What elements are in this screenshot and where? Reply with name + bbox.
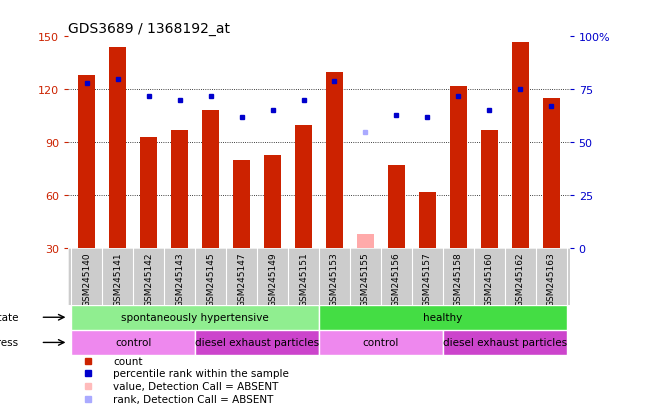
Bar bbox=[443, 330, 566, 355]
Text: GSM245149: GSM245149 bbox=[268, 252, 277, 306]
Text: GSM245142: GSM245142 bbox=[145, 252, 153, 306]
Bar bbox=[233, 161, 250, 249]
Bar bbox=[326, 72, 343, 249]
Text: count: count bbox=[113, 356, 143, 366]
Text: GSM245145: GSM245145 bbox=[206, 252, 215, 306]
Text: value, Detection Call = ABSENT: value, Detection Call = ABSENT bbox=[113, 381, 279, 391]
Bar bbox=[171, 131, 188, 249]
Text: GSM245156: GSM245156 bbox=[392, 252, 401, 306]
Text: GSM245140: GSM245140 bbox=[83, 252, 91, 306]
Text: control: control bbox=[363, 337, 399, 348]
Text: rank, Detection Call = ABSENT: rank, Detection Call = ABSENT bbox=[113, 394, 274, 404]
Text: GSM245160: GSM245160 bbox=[485, 252, 493, 306]
Text: disease state: disease state bbox=[0, 313, 19, 323]
Text: GSM245158: GSM245158 bbox=[454, 252, 463, 306]
Text: GDS3689 / 1368192_at: GDS3689 / 1368192_at bbox=[68, 22, 230, 36]
Text: diesel exhaust particles: diesel exhaust particles bbox=[195, 337, 319, 348]
Bar bbox=[512, 43, 529, 249]
Bar bbox=[388, 166, 405, 249]
Text: GSM245147: GSM245147 bbox=[237, 252, 246, 306]
Bar bbox=[72, 305, 319, 330]
Bar bbox=[357, 235, 374, 249]
Bar bbox=[419, 192, 436, 249]
Text: diesel exhaust particles: diesel exhaust particles bbox=[443, 337, 567, 348]
Text: GSM245162: GSM245162 bbox=[516, 252, 525, 306]
Bar bbox=[109, 48, 126, 249]
Bar bbox=[450, 87, 467, 249]
Text: GSM245153: GSM245153 bbox=[330, 252, 339, 306]
Bar bbox=[264, 155, 281, 249]
Text: GSM245143: GSM245143 bbox=[175, 252, 184, 306]
Text: spontaneously hypertensive: spontaneously hypertensive bbox=[121, 313, 269, 323]
Bar bbox=[72, 330, 195, 355]
Bar bbox=[542, 99, 560, 249]
Text: GSM245157: GSM245157 bbox=[422, 252, 432, 306]
Bar bbox=[78, 76, 96, 249]
Text: control: control bbox=[115, 337, 152, 348]
Bar bbox=[202, 111, 219, 249]
Text: percentile rank within the sample: percentile rank within the sample bbox=[113, 368, 289, 378]
Bar bbox=[319, 305, 566, 330]
Text: GSM245151: GSM245151 bbox=[299, 252, 308, 306]
Text: healthy: healthy bbox=[423, 313, 462, 323]
Text: GSM245163: GSM245163 bbox=[547, 252, 555, 306]
Text: stress: stress bbox=[0, 337, 19, 348]
Text: GSM245155: GSM245155 bbox=[361, 252, 370, 306]
Bar bbox=[319, 330, 443, 355]
Bar bbox=[195, 330, 319, 355]
Bar bbox=[141, 138, 158, 249]
Bar bbox=[480, 131, 497, 249]
Bar bbox=[295, 125, 312, 249]
Text: GSM245141: GSM245141 bbox=[113, 252, 122, 306]
